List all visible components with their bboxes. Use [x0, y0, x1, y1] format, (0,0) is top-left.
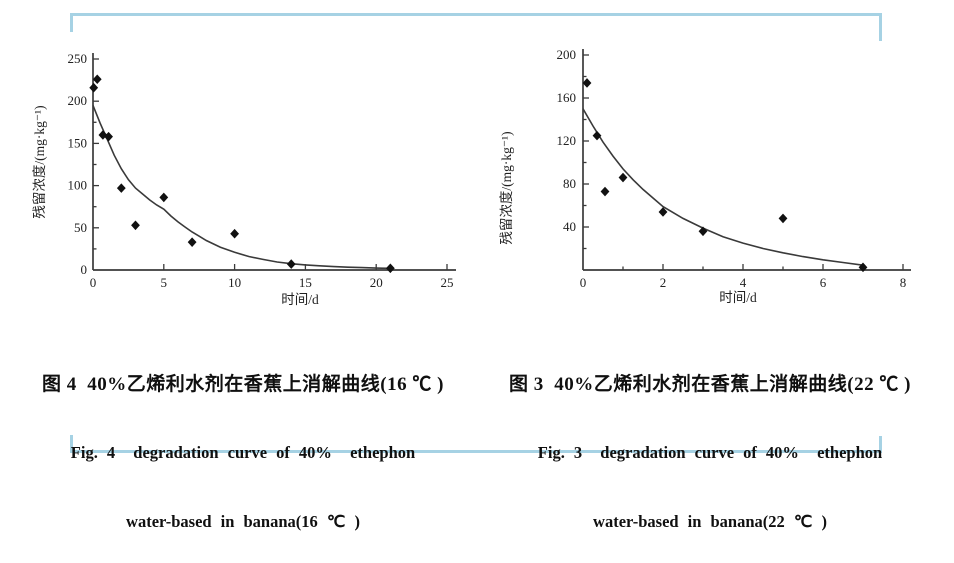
- y-axis-title: 残留浓度/(mg·kg⁻¹): [499, 131, 514, 244]
- svg-text:250: 250: [68, 51, 88, 66]
- figure-3-chart: 0 2 4 6 8 40 80 120 160 200 时间/d 残留浓度/(mg·kg⁻¹): [499, 47, 911, 305]
- top-border-line: [70, 13, 882, 16]
- top-border-right-tick: [879, 13, 882, 41]
- data-point-marker: [286, 259, 296, 269]
- data-point-marker: [592, 130, 602, 141]
- svg-text:0: 0: [580, 275, 587, 290]
- data-point-marker: [385, 263, 395, 274]
- figure-3-caption: 图 3 40%乙烯利水剂在香蕉上消解曲线(22 ℃ ) Fig. 3 degra…: [480, 333, 940, 563]
- figure-4-caption-en-line1: Fig. 4 degradation curve of 40% ethephon: [70, 443, 416, 462]
- svg-text:0: 0: [81, 262, 88, 277]
- data-point-marker: [698, 226, 708, 237]
- svg-text:100: 100: [68, 178, 88, 193]
- figure-4-caption: 图 4 40%乙烯利水剂在香蕉上消解曲线(16 ℃ ) Fig. 4 degra…: [2, 333, 484, 563]
- bottom-border-line: [70, 450, 882, 453]
- bottom-border-right-tick: [879, 436, 882, 452]
- svg-text:50: 50: [74, 220, 87, 235]
- svg-text:6: 6: [820, 275, 827, 290]
- svg-text:5: 5: [161, 275, 168, 290]
- data-point-marker: [89, 82, 99, 93]
- x-axis-title: 时间/d: [719, 290, 757, 305]
- svg-text:160: 160: [557, 90, 577, 105]
- data-point-marker: [131, 220, 140, 231]
- axes: [92, 53, 456, 271]
- svg-text:200: 200: [557, 47, 577, 62]
- svg-text:120: 120: [557, 133, 577, 148]
- svg-text:80: 80: [563, 176, 576, 191]
- figure-4-caption-zh: 图 4 40%乙烯利水剂在香蕉上消解曲线(16 ℃ ): [42, 374, 444, 395]
- svg-text:40: 40: [563, 219, 576, 234]
- svg-text:150: 150: [68, 135, 88, 150]
- data-point-marker: [582, 78, 592, 88]
- data-point-marker: [92, 74, 102, 85]
- data-point-marker: [658, 207, 668, 217]
- axes: [582, 49, 911, 271]
- figure-3-caption-en-line2: water-based in banana(22 ℃ ): [593, 512, 827, 531]
- svg-text:0: 0: [90, 275, 97, 290]
- top-border-left-tick: [70, 13, 73, 32]
- svg-text:20: 20: [370, 275, 383, 290]
- tick-marks: [93, 58, 448, 270]
- data-point-marker: [778, 213, 788, 224]
- fit-curve: [92, 105, 391, 270]
- svg-text:8: 8: [900, 275, 907, 290]
- svg-text:2: 2: [660, 275, 667, 290]
- data-point-marker: [187, 237, 197, 247]
- svg-text:10: 10: [228, 275, 241, 290]
- bottom-border-left-tick: [70, 435, 73, 452]
- fit-curve: [582, 108, 864, 266]
- data-point-marker: [230, 228, 239, 239]
- svg-text:25: 25: [441, 275, 454, 290]
- figure-4-caption-en-line2: water-based in banana(16 ℃ ): [126, 512, 360, 531]
- figure-3-caption-en-line1: Fig. 3 degradation curve of 40% ethephon: [537, 443, 883, 462]
- data-point-marker: [858, 262, 868, 273]
- data-point-marker: [159, 192, 169, 203]
- figure-3-caption-zh: 图 3 40%乙烯利水剂在香蕉上消解曲线(22 ℃ ): [509, 374, 911, 395]
- data-point-marker: [116, 183, 126, 193]
- tick-labels: 0 2 4 6 8 40 80 120 160 200: [557, 47, 907, 290]
- data-points: [89, 74, 395, 274]
- y-axis-title: 残留浓度/(mg·kg⁻¹): [32, 105, 47, 218]
- svg-text:4: 4: [740, 275, 747, 290]
- svg-text:15: 15: [299, 275, 312, 290]
- tick-marks: [583, 54, 904, 270]
- figure-4-chart: 0 5 10 15 20 25050100150200250时间/d残留浓度/(mg·kg…: [32, 51, 456, 307]
- x-axis-title: 时间/d: [281, 292, 319, 307]
- data-point-marker: [600, 186, 610, 197]
- data-point-marker: [618, 172, 628, 183]
- data-points: [582, 78, 868, 273]
- svg-text:200: 200: [68, 93, 88, 108]
